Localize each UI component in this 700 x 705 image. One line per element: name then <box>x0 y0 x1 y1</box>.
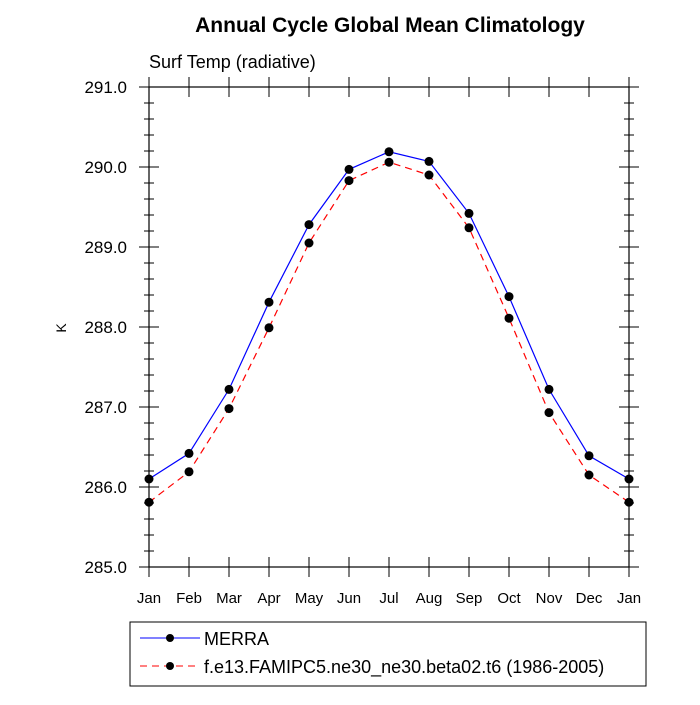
y-tick-label: 289.0 <box>84 238 127 257</box>
series-1-point <box>424 170 434 180</box>
x-tick-label: Sep <box>456 590 483 607</box>
y-tick-label: 285.0 <box>84 558 127 577</box>
y-tick-labels: 285.0 286.0 287.0 288.0 289.0 290.0 291.0 <box>84 78 127 577</box>
series-0-point <box>224 384 234 394</box>
series-0-point <box>544 384 554 394</box>
series-0-point <box>384 147 394 157</box>
series-0-point <box>464 208 474 218</box>
series-0-point <box>144 474 154 484</box>
legend-marker-model <box>166 662 174 670</box>
series-1-point <box>584 470 594 480</box>
series-1-point <box>264 323 274 333</box>
x-tick-labels: Jan Feb Mar Apr May Jun Jul Aug Sep Oct Nov Dec Jan <box>137 590 641 607</box>
series-1-point <box>224 404 234 414</box>
y-tick-label: 291.0 <box>84 78 127 97</box>
x-tick-label: Dec <box>576 590 603 607</box>
series-1-point <box>384 157 394 167</box>
legend-marker-merra <box>166 634 174 642</box>
x-tick-label: Jan <box>617 590 641 607</box>
series-1-point <box>624 497 634 507</box>
series-0-point <box>264 297 274 307</box>
series-0-point <box>184 448 194 458</box>
series-1-point <box>464 223 474 233</box>
x-tick-label: Jun <box>337 590 361 607</box>
y-tick-label: 286.0 <box>84 478 127 497</box>
series-0-point <box>584 451 594 461</box>
x-tick-label: Feb <box>176 590 202 607</box>
series-1-point <box>304 238 314 248</box>
legend: MERRA f.e13.FAMIPC5.ne30_ne30.beta02.t6 … <box>129 621 647 687</box>
series-line-0 <box>148 151 630 480</box>
y-tick-label: 288.0 <box>84 318 127 337</box>
series-line-1 <box>148 161 630 503</box>
legend-label-model: f.e13.FAMIPC5.ne30_ne30.beta02.t6 (1986-… <box>204 657 604 678</box>
series-1-point <box>144 497 154 507</box>
x-tick-label: Aug <box>416 590 443 607</box>
x-tick-label: Jan <box>137 590 161 607</box>
legend-box <box>129 621 647 687</box>
legend-label-merra: MERRA <box>204 629 269 649</box>
x-tick-label: Jul <box>379 590 398 607</box>
series-0-point <box>304 220 314 230</box>
x-tick-label: Nov <box>536 590 563 607</box>
series-1-point <box>344 176 354 186</box>
chart-title: Annual Cycle Global Mean Climatology <box>195 14 585 37</box>
x-tick-label: Mar <box>216 590 242 607</box>
series-0-point <box>624 474 634 484</box>
series-1-point <box>504 313 514 323</box>
series-0-point <box>344 164 354 174</box>
x-tick-label: Oct <box>497 590 521 607</box>
y-axis-label: K <box>53 323 69 333</box>
series-0-point <box>424 156 434 166</box>
x-tick-label: Apr <box>257 590 280 607</box>
axis-ticks <box>139 77 639 577</box>
series-1-point <box>184 467 194 477</box>
series-0-point <box>504 292 514 302</box>
y-tick-label: 287.0 <box>84 398 127 417</box>
series-layer <box>144 147 634 507</box>
chart-subtitle: Surf Temp (radiative) <box>149 52 316 72</box>
y-tick-label: 290.0 <box>84 158 127 177</box>
x-tick-label: May <box>295 590 324 607</box>
series-1-point <box>544 408 554 418</box>
